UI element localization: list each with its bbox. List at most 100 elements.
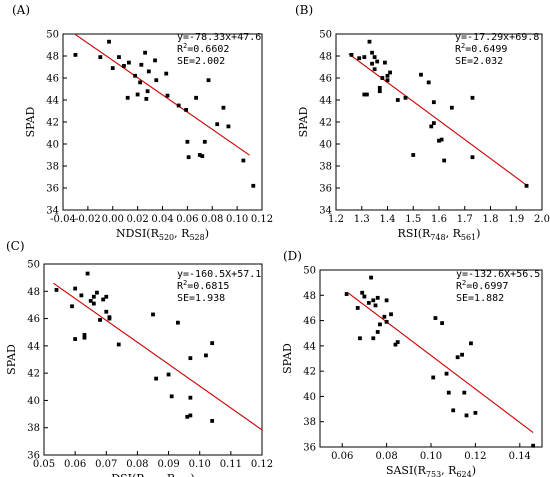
data-point — [375, 59, 380, 64]
x-axis-label-subscript: 624 — [456, 470, 471, 477]
regression-equation: y=-78.33x+47.6 — [177, 32, 261, 43]
data-point — [365, 92, 369, 97]
data-point — [377, 86, 382, 90]
data-point — [98, 55, 103, 59]
data-point — [442, 158, 447, 163]
data-point — [451, 408, 456, 413]
data-point — [367, 39, 372, 44]
data-point — [371, 298, 376, 303]
data-point — [215, 122, 220, 127]
r-squared-superscript: 2 — [183, 42, 187, 50]
y-tick-label: 36 — [46, 184, 59, 195]
r-squared-superscript: 2 — [183, 279, 187, 287]
scatter-panel-b: 1.2 1.3 1.4 1.5 1.6 1.7 1.8 1.9 2.0 34 36 38 40 42 44 4… — [295, 3, 550, 242]
y-tick-label: 42 — [46, 118, 59, 129]
data-point — [366, 300, 371, 305]
data-point — [185, 414, 190, 419]
y-tick-label: 48 — [46, 52, 59, 63]
r-squared-value: =0.6815 — [187, 281, 229, 292]
data-point — [210, 418, 215, 423]
data-point — [378, 322, 382, 327]
y-tick-label: 42 — [319, 118, 332, 129]
y-tick-label: 40 — [27, 396, 40, 407]
data-point — [204, 353, 208, 358]
x-tick-label: 1.6 — [431, 214, 447, 225]
panel-label: (D) — [283, 249, 302, 263]
data-point — [375, 295, 380, 300]
scatter-panel-d: 0.06 0.08 0.10 0.12 0.14 36 38 40 42 44 46 48 50(D) S… — [281, 249, 543, 477]
data-point — [384, 298, 389, 303]
data-point — [54, 288, 59, 292]
x-axis-label-text: ) — [472, 464, 476, 477]
data-point — [460, 352, 464, 357]
y-tick-label: 38 — [303, 417, 316, 428]
x-axis-label-text: , R — [441, 464, 457, 477]
r-squared: R2=0.6602 — [177, 42, 229, 55]
x-tick-label: 0.12 — [251, 459, 273, 470]
data-point — [194, 95, 198, 100]
data-point — [166, 372, 171, 377]
regression-line — [53, 282, 263, 431]
x-tick-label: 0.08 — [375, 451, 397, 462]
x-axis-label-subscript: 748 — [430, 233, 445, 242]
x-tick-label: 1.5 — [405, 214, 421, 225]
y-tick-label: 36 — [319, 184, 332, 195]
x-tick-label: 0.10 — [189, 459, 211, 470]
data-point — [431, 375, 436, 380]
regression-equation: y=-160.5X+57.1 — [177, 269, 261, 280]
y-axis-label: SPAD — [24, 106, 37, 137]
data-point — [470, 95, 475, 100]
data-point — [116, 342, 121, 347]
x-tick-label: 0.04 — [151, 214, 173, 225]
data-point — [104, 309, 109, 314]
data-point — [107, 39, 111, 44]
data-point — [221, 105, 226, 110]
data-point — [95, 290, 99, 295]
y-tick-label: 42 — [303, 367, 316, 378]
scatter-panel-c: 0.05 0.06 0.07 0.08 0.09 0.10 0.11 0.12 36 38 40 42… — [5, 239, 273, 477]
standard-error: SE=1.938 — [177, 293, 225, 304]
r-squared: R2=0.6815 — [177, 279, 229, 292]
x-axis-label-text: ) — [205, 227, 209, 240]
data-point — [153, 58, 157, 63]
y-tick-label: 36 — [303, 443, 316, 454]
data-point — [176, 103, 181, 108]
data-point — [371, 336, 376, 341]
data-point — [380, 76, 385, 80]
data-point — [385, 73, 390, 78]
data-point — [437, 138, 441, 143]
data-point — [241, 158, 246, 163]
data-point — [188, 356, 193, 361]
data-point — [369, 275, 373, 280]
y-tick-label: 48 — [27, 287, 40, 298]
data-point — [426, 80, 431, 85]
data-point — [388, 70, 392, 75]
y-tick-label: 40 — [46, 140, 59, 151]
data-point — [79, 293, 84, 298]
x-tick-label: 0.02 — [126, 214, 148, 225]
r-squared-value: =0.6602 — [187, 44, 229, 55]
data-point — [184, 108, 189, 112]
data-point — [165, 93, 170, 98]
data-point — [188, 413, 193, 418]
x-tick-label: 1.3 — [354, 214, 370, 225]
x-axis-label-text: , R — [446, 227, 462, 240]
standard-error: SE=2.032 — [455, 56, 503, 67]
x-axis-label-text: NDSI(R — [116, 227, 160, 240]
x-axis-label-text: SASI(R — [386, 464, 427, 477]
data-point — [370, 50, 374, 55]
x-tick-label: 1.7 — [457, 214, 473, 225]
data-point — [154, 376, 159, 381]
data-point — [403, 95, 408, 100]
data-point — [470, 155, 475, 160]
data-point — [107, 316, 112, 321]
data-point — [197, 153, 202, 157]
data-point — [395, 340, 400, 344]
data-point — [151, 312, 155, 317]
data-point — [439, 137, 444, 142]
x-tick-label: -0.04 — [50, 214, 76, 225]
y-axis-label: SPAD — [5, 344, 18, 375]
x-axis-label-text: , R — [174, 227, 190, 240]
regression-line — [348, 53, 527, 186]
